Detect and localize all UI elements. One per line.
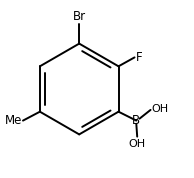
Text: OH: OH <box>152 104 169 114</box>
Text: Me: Me <box>5 114 22 127</box>
Text: OH: OH <box>129 139 146 149</box>
Text: B: B <box>132 114 140 127</box>
Text: Br: Br <box>73 10 86 23</box>
Text: F: F <box>135 51 142 64</box>
